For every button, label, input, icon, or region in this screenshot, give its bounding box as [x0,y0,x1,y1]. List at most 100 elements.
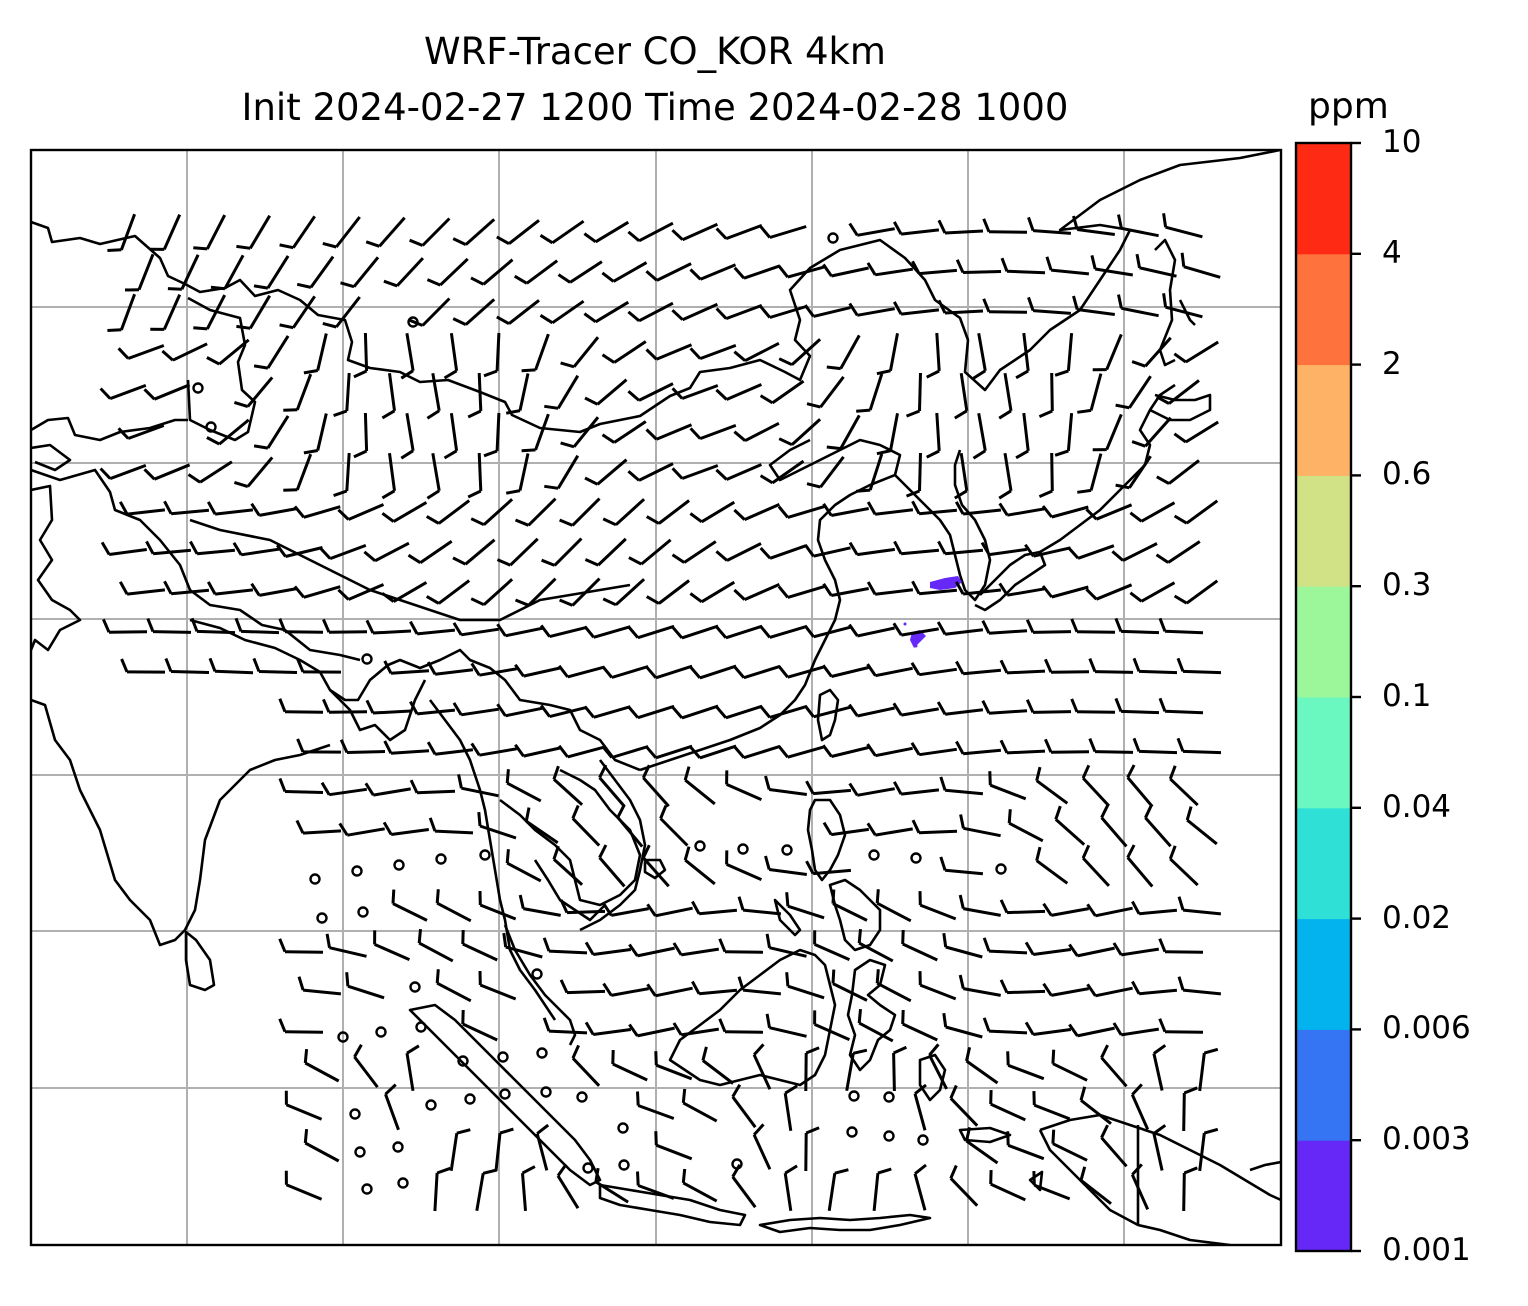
wind-barb-feather [499,1127,514,1135]
wind-barb-feather [1131,440,1146,448]
wind-barb-feather [470,276,485,286]
wind-barb-feather [602,902,613,917]
wind-barb-shaft [1164,950,1204,954]
wind-barb-feather [234,617,243,632]
wind-barb-shaft [464,218,496,246]
wind-barb-feather [689,268,702,281]
wind-barb-shaft [769,305,807,319]
wind-barb-shaft [372,629,412,635]
wind-barb-shaft [611,665,649,679]
wind-barb-shaft [724,1030,764,1034]
wind-barb-shaft [127,344,165,360]
wind-barb-shaft [1095,986,1133,998]
wind-barb-shaft [1006,989,1046,995]
wind-barb-feather [628,943,639,957]
wind-barb-shaft [518,373,530,411]
wind-barb-shaft [295,373,313,411]
wind-barb-feather [232,542,243,556]
wind-barb-feather [363,550,377,562]
wind-barb-feather [759,225,771,239]
wind-barb-shaft [548,949,588,955]
wind-barb-feather [856,488,871,493]
wind-barb-shaft [347,984,385,1000]
coastline-taiwan [816,688,840,742]
wind-barb-shaft [346,750,386,754]
wind-barb-feather [715,550,728,562]
wind-barb-feather [1070,698,1079,713]
wind-barb-shaft [391,828,429,836]
wind-barb-shaft [813,943,851,961]
wind-barb-feather [601,433,616,444]
wind-barb-feather [206,436,221,446]
wind-barb-feather [926,369,940,379]
wind-barb-feather [671,467,684,480]
wind-barb-shaft [1105,413,1123,451]
calm-wind-circle [192,382,204,394]
wind-barb-feather [409,779,419,794]
wind-barb-shaft [857,787,895,797]
wind-barb-feather [1162,293,1168,308]
wind-barb-shaft [637,1184,675,1200]
wind-barb-shaft [464,298,496,326]
wind-barb-shaft [1130,1173,1150,1211]
wind-barb-shaft [449,332,459,372]
wind-barbs [99,213,1222,1212]
wind-barb-shaft [1130,1093,1150,1131]
wind-barb-shaft [752,1134,772,1170]
wind-barb-shaft [434,668,474,676]
wind-barb-feather [689,592,703,604]
colorbar-segment [1296,1140,1351,1252]
wind-barb-shaft [1077,544,1115,560]
wind-barb-shaft [1140,501,1176,523]
wind-barb-shaft [421,217,451,247]
calm-wind-circle [205,421,217,433]
wind-barb-feather [914,1163,927,1175]
wind-barb-feather [1115,483,1130,490]
wind-barb-shaft [1033,1183,1071,1201]
wind-barb-shaft [612,261,648,283]
wind-barb-feather [981,620,991,634]
wind-barb-shaft [637,1104,675,1120]
border-tibet [189,518,631,622]
wind-barb-shaft [1198,1132,1206,1172]
wind-barb-feather [1129,511,1143,523]
wind-barb-feather [601,271,615,283]
wind-barb-shaft [246,376,274,408]
wind-barb-shaft [787,585,825,599]
wind-barb-feather [1126,764,1136,779]
wind-barb-shaft [1032,710,1072,714]
wind-barb-feather [1131,1163,1143,1176]
wind-barb-shaft [990,1182,1026,1202]
wind-barb-shaft [959,372,969,412]
coastline-northwest [31,150,1281,434]
wind-barb-shaft [637,704,675,720]
wind-barb-shaft [1006,749,1046,755]
wind-barb-feather [1088,738,1097,753]
wind-barb-feather [1079,1086,1087,1101]
wind-barb-shaft [813,625,851,639]
wind-barb-shaft [1121,226,1159,238]
wind-barb-shaft [787,265,825,279]
wind-barb-feather [731,1083,742,1098]
colorbar-unit: ppm [1308,86,1389,127]
wind-barb-feather [514,663,525,677]
wind-barb-feather [457,774,463,789]
wind-barb-feather [296,738,305,753]
wind-barb-feather [163,580,173,595]
calm-wind-circle [540,1086,552,1098]
wind-barb-feather [671,553,686,564]
wind-barb-shaft [199,460,233,484]
wind-barb-shaft [682,1101,718,1123]
wind-barb-feather [345,972,350,987]
wind-barb-feather [942,1012,948,1028]
calm-wind-circle [737,843,749,855]
wind-barb-shaft [1138,908,1178,916]
wind-barb-shaft [405,1052,415,1092]
wind-barb-shaft [552,858,584,886]
wind-barb-feather [654,1051,658,1066]
wind-barb-feather [804,544,815,558]
wind-barb-feather [806,482,821,489]
coastline-maluku [918,1053,947,1102]
wind-barb-shaft [831,666,869,678]
wind-barb-shaft [477,452,483,492]
